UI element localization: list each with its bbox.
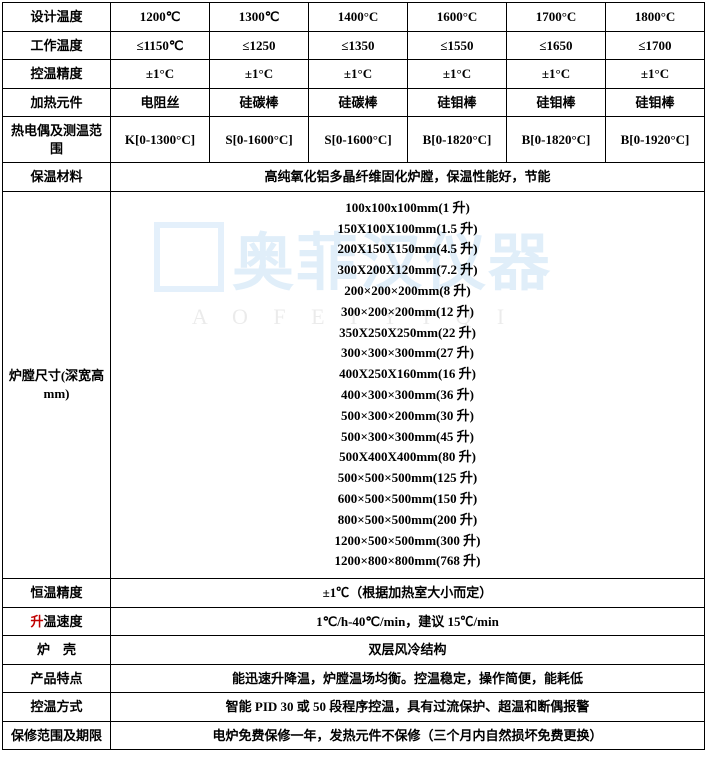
size-list-cell: 100x100x100mm(1 升)150X100X100mm(1.5 升)20… (111, 191, 705, 578)
size-line: 1200×500×500mm(300 升) (113, 531, 702, 552)
table-row: 控温精度±1°C±1°C±1°C±1°C±1°C±1°C (3, 60, 705, 89)
merged-cell: 智能 PID 30 或 50 段程序控温，具有过流保护、超温和断偶报警 (111, 693, 705, 722)
data-cell: ±1°C (408, 60, 507, 89)
merged-cell: 电炉免费保修一年，发热元件不保修（三个月内自然损坏免费更换） (111, 721, 705, 750)
size-line: 350X250X250mm(22 升) (113, 323, 702, 344)
merged-cell: ±1℃（根据加热室大小而定） (111, 579, 705, 608)
merged-cell: 高纯氧化铝多晶纤维固化炉膛，保温性能好，节能 (111, 163, 705, 192)
header-col: 1300℃ (210, 3, 309, 32)
size-line: 300X200X120mm(7.2 升) (113, 260, 702, 281)
label-prefix-red: 升 (30, 614, 43, 629)
data-cell: ±1°C (111, 60, 210, 89)
data-cell: 硅碳棒 (210, 88, 309, 117)
row-label: 炉膛尺寸(深宽高 mm) (3, 191, 111, 578)
size-line: 100x100x100mm(1 升) (113, 198, 702, 219)
merged-cell: 能迅速升降温，炉膛温场均衡。控温稳定，操作简便，能耗低 (111, 664, 705, 693)
size-line: 1200×800×800mm(768 升) (113, 551, 702, 572)
data-cell: ≤1250 (210, 31, 309, 60)
spec-table: 设计温度1200℃1300℃1400°C1600°C1700°C1800°C工作… (2, 2, 705, 750)
data-cell: ≤1350 (309, 31, 408, 60)
table-row: 工作温度≤1150℃≤1250≤1350≤1550≤1650≤1700 (3, 31, 705, 60)
data-cell: ≤1700 (606, 31, 705, 60)
merged-cell: 双层风冷结构 (111, 636, 705, 665)
header-col: 1700°C (507, 3, 606, 32)
size-line: 500×300×300mm(45 升) (113, 427, 702, 448)
row-label: 产品特点 (3, 664, 111, 693)
table-row: 控温方式智能 PID 30 或 50 段程序控温，具有过流保护、超温和断偶报警 (3, 693, 705, 722)
data-cell: ≤1550 (408, 31, 507, 60)
row-label: 保修范围及期限 (3, 721, 111, 750)
data-cell: 硅钼棒 (507, 88, 606, 117)
data-cell: ±1°C (606, 60, 705, 89)
row-label: 保温材料 (3, 163, 111, 192)
data-cell: B[0-1820°C] (507, 117, 606, 163)
table-row: 炉 壳双层风冷结构 (3, 636, 705, 665)
table-row: 热电偶及测温范围K[0-1300°C]S[0-1600°C]S[0-1600°C… (3, 117, 705, 163)
header-col: 1600°C (408, 3, 507, 32)
row-label: 炉 壳 (3, 636, 111, 665)
table-row: 恒温精度±1℃（根据加热室大小而定） (3, 579, 705, 608)
data-cell: ±1°C (507, 60, 606, 89)
row-label: 恒温精度 (3, 579, 111, 608)
row-label: 工作温度 (3, 31, 111, 60)
data-cell: ≤1650 (507, 31, 606, 60)
size-row: 炉膛尺寸(深宽高 mm)100x100x100mm(1 升)150X100X10… (3, 191, 705, 578)
size-line: 400×300×300mm(36 升) (113, 385, 702, 406)
header-col: 1200℃ (111, 3, 210, 32)
header-col: 1800°C (606, 3, 705, 32)
data-cell: S[0-1600°C] (210, 117, 309, 163)
header-col: 1400°C (309, 3, 408, 32)
data-cell: B[0-1820°C] (408, 117, 507, 163)
row-label: 升温速度 (3, 607, 111, 636)
size-line: 400X250X160mm(16 升) (113, 364, 702, 385)
size-line: 300×300×300mm(27 升) (113, 343, 702, 364)
size-line: 600×500×500mm(150 升) (113, 489, 702, 510)
size-line: 150X100X100mm(1.5 升) (113, 219, 702, 240)
merged-cell: 1℃/h-40℃/min，建议 15℃/min (111, 607, 705, 636)
table-header-row: 设计温度1200℃1300℃1400°C1600°C1700°C1800°C (3, 3, 705, 32)
table-row: 产品特点能迅速升降温，炉膛温场均衡。控温稳定，操作简便，能耗低 (3, 664, 705, 693)
data-cell: ≤1150℃ (111, 31, 210, 60)
size-line: 200×200×200mm(8 升) (113, 281, 702, 302)
data-cell: ±1°C (210, 60, 309, 89)
label-rest: 温速度 (44, 614, 83, 629)
size-line: 500×500×500mm(125 升) (113, 468, 702, 489)
table-row: 加热元件电阻丝硅碳棒硅碳棒硅钼棒硅钼棒硅钼棒 (3, 88, 705, 117)
data-cell: 硅碳棒 (309, 88, 408, 117)
size-line: 500X400X400mm(80 升) (113, 447, 702, 468)
size-line: 200X150X150mm(4.5 升) (113, 239, 702, 260)
size-line: 500×300×200mm(30 升) (113, 406, 702, 427)
row-label: 加热元件 (3, 88, 111, 117)
data-cell: S[0-1600°C] (309, 117, 408, 163)
row-label: 热电偶及测温范围 (3, 117, 111, 163)
size-line: 800×500×500mm(200 升) (113, 510, 702, 531)
data-cell: ±1°C (309, 60, 408, 89)
data-cell: B[0-1920°C] (606, 117, 705, 163)
size-line: 300×200×200mm(12 升) (113, 302, 702, 323)
row-label: 控温精度 (3, 60, 111, 89)
table-row: 升温速度1℃/h-40℃/min，建议 15℃/min (3, 607, 705, 636)
data-cell: 电阻丝 (111, 88, 210, 117)
header-label: 设计温度 (3, 3, 111, 32)
row-label: 控温方式 (3, 693, 111, 722)
data-cell: 硅钼棒 (408, 88, 507, 117)
table-row: 保修范围及期限电炉免费保修一年，发热元件不保修（三个月内自然损坏免费更换） (3, 721, 705, 750)
table-row: 保温材料高纯氧化铝多晶纤维固化炉膛，保温性能好，节能 (3, 163, 705, 192)
data-cell: 硅钼棒 (606, 88, 705, 117)
data-cell: K[0-1300°C] (111, 117, 210, 163)
